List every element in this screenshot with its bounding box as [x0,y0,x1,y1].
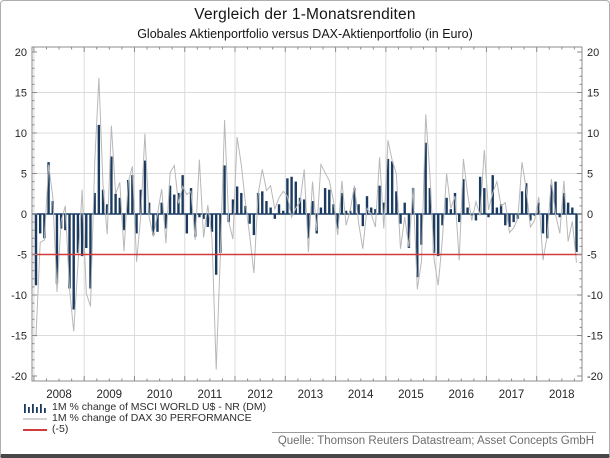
svg-text:2010: 2010 [147,389,173,401]
y-axis-labels: 20 20 15 15 10 10 5 5 0 0 -5 -5 -10 -10 -15 -15 -20 -20 [11,47,603,383]
svg-text:2015: 2015 [398,389,424,401]
svg-text:2016: 2016 [448,389,474,401]
dax-line-series [35,77,577,370]
x-axis-ticks [33,47,575,381]
svg-text:-15: -15 [587,330,603,342]
svg-text:20: 20 [15,47,27,59]
svg-text:0: 0 [21,209,27,221]
svg-text:-10: -10 [11,290,27,302]
page-subtitle: Globales Aktienportfolio versus DAX-Akti… [137,27,473,41]
svg-text:10: 10 [15,128,27,140]
reference-line-swatch-icon [23,428,47,431]
legend-item-msci: 1M % change of MSCI WORLD U$ - NR (DM) [23,402,266,413]
svg-text:2012: 2012 [247,389,273,401]
svg-text:-15: -15 [11,330,27,342]
svg-text:5: 5 [21,168,27,180]
legend-label-dax: 1M % change of DAX 30 PERFORMANCE [52,412,252,424]
svg-text:-5: -5 [587,249,597,261]
msci-bars-series [34,124,578,310]
svg-text:0: 0 [587,209,593,221]
svg-text:2008: 2008 [46,389,72,401]
svg-text:2009: 2009 [96,389,122,401]
svg-text:10: 10 [587,128,599,140]
legend-item-dax: 1M % change of DAX 30 PERFORMANCE [23,413,266,424]
line-series-swatch-icon [23,417,47,420]
svg-text:2014: 2014 [348,389,374,401]
source-credit: Quelle: Thomson Reuters Datastream; Asse… [271,432,596,447]
svg-text:20: 20 [587,47,599,59]
legend-item-reference: (-5) [23,424,266,435]
svg-text:-10: -10 [587,290,603,302]
svg-text:-20: -20 [11,371,27,383]
bar-series-swatch-icon [24,403,46,413]
legend: 1M % change of MSCI WORLD U$ - NR (DM) 1… [23,402,266,435]
svg-text:2018: 2018 [549,389,575,401]
legend-label-reference: (-5) [52,423,69,435]
svg-text:2017: 2017 [499,389,525,401]
x-axis-year-labels: 2008 2009 2010 2011 2012 2013 2014 2015 2016 2017… [46,389,574,401]
svg-text:5: 5 [587,168,593,180]
svg-text:15: 15 [587,87,599,99]
svg-text:2011: 2011 [197,389,222,401]
svg-text:-20: -20 [587,371,603,383]
page-title: Vergleich der 1-Monatsrenditen [194,6,416,23]
legend-label-msci: 1M % change of MSCI WORLD U$ - NR (DM) [52,401,267,413]
svg-text:15: 15 [15,87,27,99]
svg-text:-5: -5 [17,249,27,261]
svg-text:2013: 2013 [298,389,324,401]
y-axis-ticks [32,51,582,377]
